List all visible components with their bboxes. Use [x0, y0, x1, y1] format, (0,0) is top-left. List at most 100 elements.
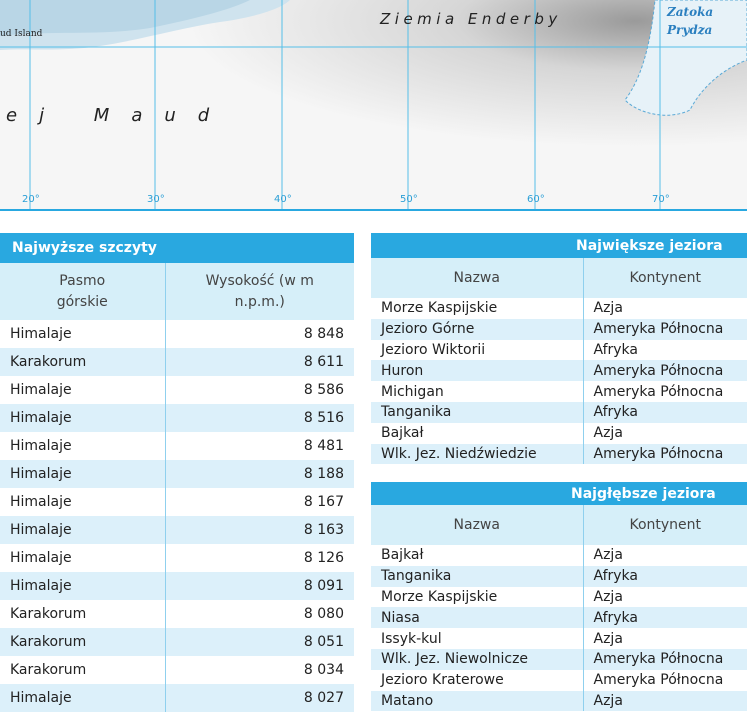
cell: 8 848 [165, 320, 354, 348]
table-row: Himalaje 8 167 [0, 488, 354, 516]
table-row: Karakorum 8 080 [0, 600, 354, 628]
cell: Ameryka Północna [583, 381, 747, 402]
cell: Azja [583, 586, 747, 608]
cell: Wlk. Jez. Niedźwiedzie [371, 443, 584, 465]
cell: Himalaje [0, 544, 166, 572]
cell: Afryka [583, 607, 747, 629]
map-label: Prydza [666, 23, 712, 37]
column-header-row: Pasmo górskie Wysokość (w m n.p.m.) [0, 263, 354, 320]
cell: Himalaje [0, 404, 166, 432]
table-row: Karakorum 8 034 [0, 656, 354, 684]
cell: 8 126 [165, 544, 354, 572]
table-row: Himalaje 8 516 [0, 404, 354, 432]
cell: Afryka [583, 565, 747, 587]
cell: Wlk. Jez. Niewolnicze [371, 648, 584, 670]
table-row: Michigan Ameryka Północna [371, 381, 747, 402]
cell: 8 188 [165, 460, 354, 488]
longitude-label: 30° [147, 194, 165, 205]
cell: 8 091 [165, 572, 354, 600]
cell: 8 167 [165, 488, 354, 516]
table-row: Tanganika Afryka [371, 401, 747, 423]
cell: Issyk-kul [371, 628, 584, 649]
cell: Azja [583, 298, 747, 319]
cell: Karakorum [0, 628, 166, 656]
cell: Ameryka Północna [583, 318, 747, 340]
table-row: Himalaje 8 091 [0, 572, 354, 600]
table-row: Bajkał Azja [371, 545, 747, 566]
cell: Himalaje [0, 460, 166, 488]
longitude-label: 70° [652, 194, 670, 205]
table-row: Bajkał Azja [371, 422, 747, 444]
cell: Michigan [371, 381, 584, 402]
cell: Himalaje [0, 432, 166, 460]
peaks-table: Najwyższe szczyty Pasmo górskie Wysokość (… [0, 233, 354, 712]
cell: Jezioro Wiktorii [371, 339, 584, 361]
table-row: Matano Azja [371, 690, 747, 712]
sea [0, 0, 250, 36]
cell: 8 481 [165, 432, 354, 460]
cell: Himalaje [0, 376, 166, 404]
cell: Himalaje [0, 488, 166, 516]
cell: Morze Kaspijskie [371, 298, 584, 319]
longitude-labels: 20° 30° 40° 50° 60° 70° [22, 194, 670, 205]
column-header-row: Nazwa Kontynent [371, 505, 747, 545]
header-row: Najgłębsze jeziora [371, 482, 747, 505]
cell: Tanganika [371, 565, 584, 587]
cell: Karakorum [0, 348, 166, 376]
table-row: Jezioro Kraterowe Ameryka Północna [371, 669, 747, 691]
table-row: Issyk-kul Azja [371, 628, 747, 649]
bay [624, 0, 747, 116]
column-header-row: Nazwa Kontynent [371, 258, 747, 298]
cell: Azja [583, 545, 747, 566]
cell: Himalaje [0, 320, 166, 348]
cell: Karakorum [0, 600, 166, 628]
column-header: Nazwa [371, 505, 584, 545]
map-label: Zatoka [666, 5, 713, 19]
table-row: Jezioro Górne Ameryka Północna [371, 318, 747, 340]
cell: Himalaje [0, 684, 166, 712]
column-header: Pasmo górskie [0, 263, 166, 320]
cell: Azja [583, 690, 747, 712]
cell: Himalaje [0, 572, 166, 600]
table-row: Morze Kaspijskie Azja [371, 586, 747, 608]
cell: Ameryka Północna [583, 360, 747, 382]
cell: 8 051 [165, 628, 354, 656]
table-row: Tanganika Afryka [371, 565, 747, 587]
cell: 8 027 [165, 684, 354, 712]
table-title: Największe jeziora [371, 233, 747, 258]
table-row: Huron Ameryka Północna [371, 360, 747, 382]
cell: 8 611 [165, 348, 354, 376]
cell: 8 516 [165, 404, 354, 432]
deepest-lakes-table: Najgłębsze jeziora Nazwa Kontynent Bajkał Az… [371, 482, 747, 712]
cell: Ameryka Północna [583, 648, 747, 670]
cell: 8 163 [165, 516, 354, 544]
cell: Morze Kaspijskie [371, 586, 584, 608]
cell: Bajkał [371, 422, 584, 444]
cell: Azja [583, 422, 747, 444]
table-row: Jezioro Wiktorii Afryka [371, 339, 747, 361]
column-header: Wysokość (w m n.p.m.) [165, 263, 354, 320]
table-row: Wlk. Jez. Niedźwiedzie Ameryka Północna [371, 443, 747, 465]
table-row: Himalaje 8 188 [0, 460, 354, 488]
cell: Afryka [583, 401, 747, 423]
cell: Afryka [583, 339, 747, 361]
cell: Himalaje [0, 516, 166, 544]
largest-lakes-table: Największe jeziora Nazwa Kontynent Morze Ka… [371, 233, 747, 465]
table-row: Karakorum 8 611 [0, 348, 354, 376]
table-title: Najgłębsze jeziora [371, 482, 747, 505]
table-row: Himalaje 8 481 [0, 432, 354, 460]
longitude-label: 20° [22, 194, 40, 205]
cell: Ameryka Północna [583, 443, 747, 465]
table-row: Wlk. Jez. Niewolnicze Ameryka Północna [371, 648, 747, 670]
cell: Tanganika [371, 401, 584, 423]
longitude-label: 40° [274, 194, 292, 205]
cell: Bajkał [371, 545, 584, 566]
map-label: ej Maud [6, 105, 231, 126]
table-row: Himalaje 8 586 [0, 376, 354, 404]
cell: Jezioro Górne [371, 318, 584, 340]
cell: Ameryka Północna [583, 669, 747, 691]
cell: 8 080 [165, 600, 354, 628]
table-row: Himalaje 8 848 [0, 320, 354, 348]
cell: Huron [371, 360, 584, 382]
